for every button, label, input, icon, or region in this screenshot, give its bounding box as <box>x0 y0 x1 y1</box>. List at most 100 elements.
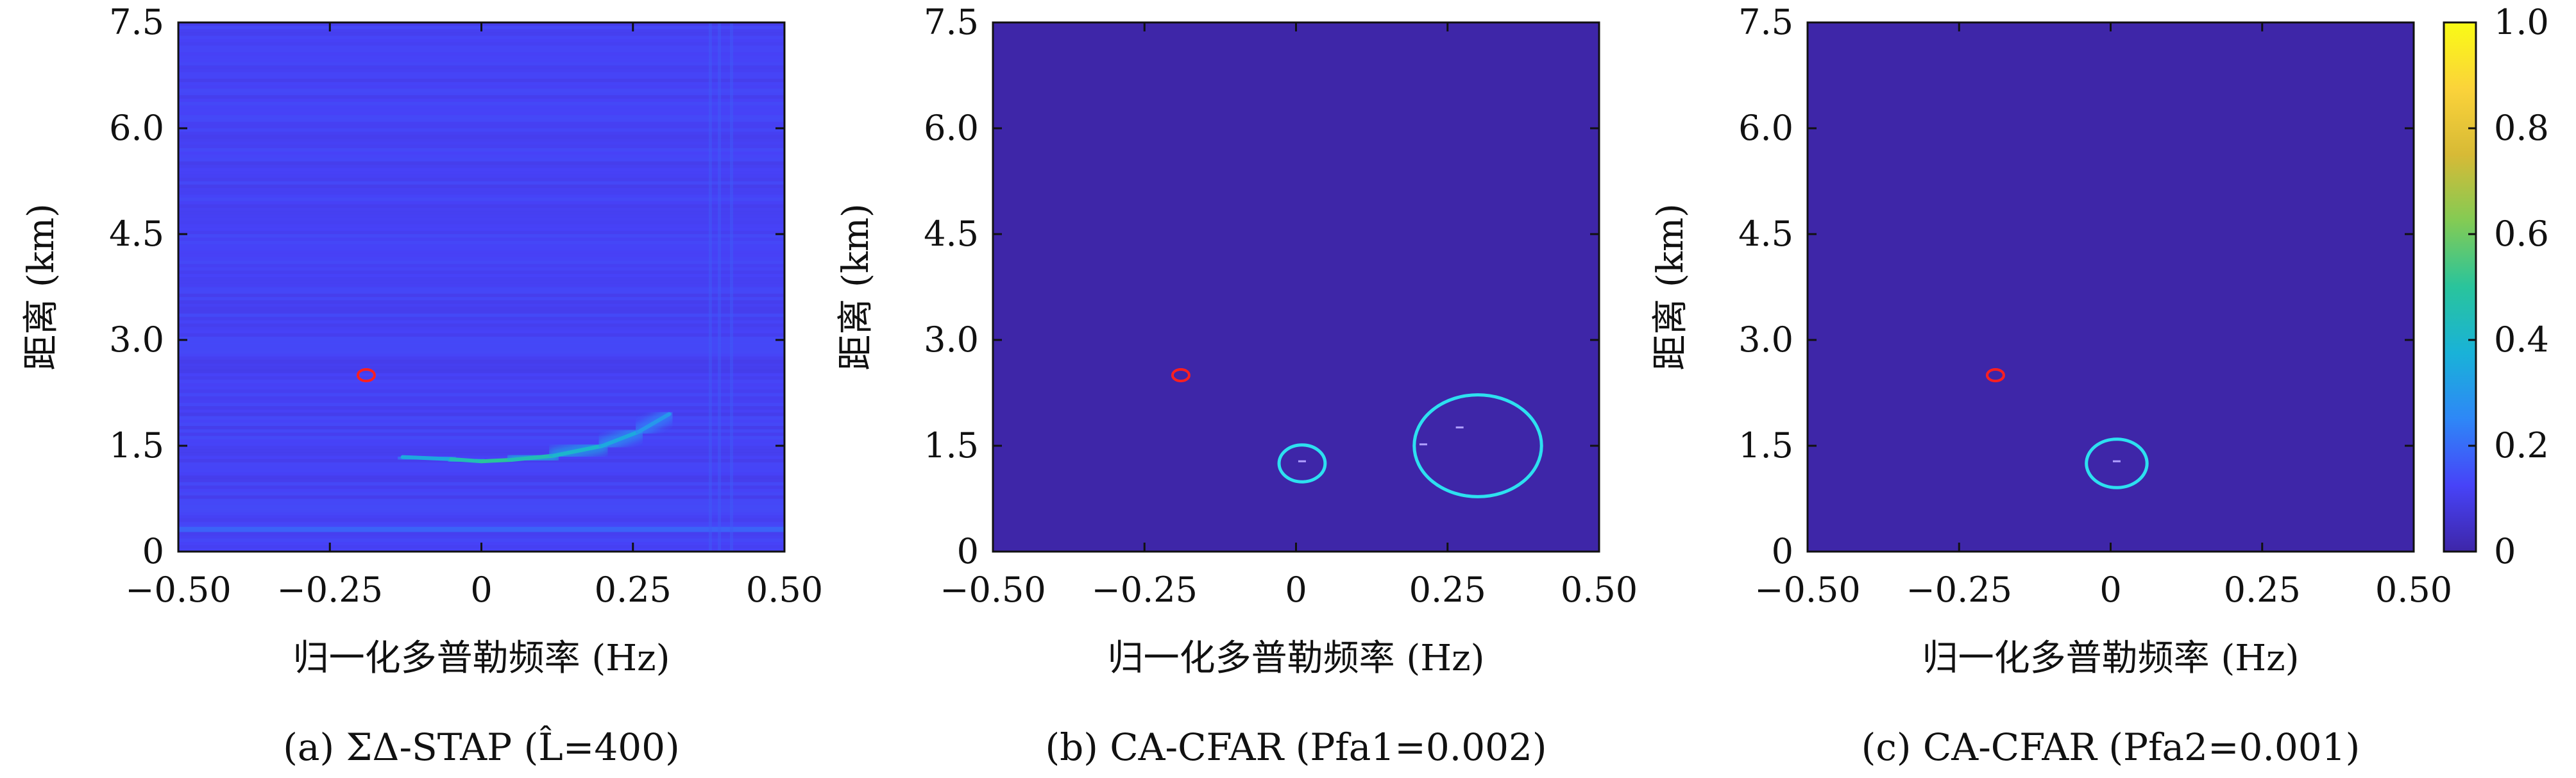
range-stripe <box>178 498 784 503</box>
range-stripe <box>178 247 784 251</box>
range-stripe <box>178 356 784 360</box>
panel-caption: (a) ΣΔ-STAP (L̂=400) <box>283 725 679 769</box>
x-tick-label: −0.25 <box>1092 570 1198 610</box>
range-stripe <box>178 283 784 288</box>
near-range-band <box>178 527 784 532</box>
range-stripe <box>178 244 784 248</box>
panel-c: −0.50 −0.25 0 0.25 0.50 0 1.5 3.0 4.5 6.0 7.5 归一化… <box>1650 2 2452 769</box>
range-stripe <box>178 336 784 341</box>
range-stripe <box>178 105 784 109</box>
range-stripe <box>178 383 784 387</box>
range-stripe <box>178 330 784 334</box>
range-stripe <box>178 313 784 317</box>
range-stripe <box>178 253 784 258</box>
range-stripe <box>178 323 784 327</box>
range-stripe <box>178 85 784 89</box>
range-stripe <box>178 409 784 414</box>
range-stripe <box>178 155 784 159</box>
heatmap-plot-area <box>1808 22 2414 552</box>
range-stripe <box>178 98 784 103</box>
range-stripe <box>178 363 784 367</box>
range-stripe <box>178 326 784 331</box>
colorbar-tick-label: 0.8 <box>2494 108 2549 148</box>
y-tick-label: 3.0 <box>1738 319 1793 360</box>
y-tick-label: 6.0 <box>1738 108 1793 148</box>
y-tick-label: 7.5 <box>924 2 979 42</box>
range-stripe <box>178 161 784 165</box>
range-stripe <box>178 340 784 344</box>
range-stripe <box>178 273 784 278</box>
range-stripe <box>178 131 784 135</box>
range-stripe <box>178 402 784 407</box>
range-stripe <box>178 101 784 106</box>
range-stripe <box>178 260 784 265</box>
x-axis-label: 归一化多普勒频率 (Hz) <box>293 638 670 679</box>
range-stripe <box>178 35 784 40</box>
y-tick-label: 7.5 <box>1738 2 1793 42</box>
range-stripe <box>178 495 784 500</box>
range-stripe <box>178 353 784 357</box>
x-tick-label: −0.50 <box>125 570 231 610</box>
range-stripe <box>178 346 784 351</box>
range-stripe <box>178 184 784 189</box>
range-stripe <box>178 492 784 496</box>
range-stripe <box>178 201 784 205</box>
range-stripe <box>178 128 784 132</box>
y-tick-label: 6.0 <box>109 108 164 148</box>
range-stripe <box>178 224 784 228</box>
detection-circle <box>2085 437 2149 489</box>
range-stripe <box>178 217 784 221</box>
y-tick-label: 3.0 <box>924 319 979 360</box>
y-tick-label: 3.0 <box>109 319 164 360</box>
range-stripe <box>178 532 784 536</box>
y-tick-label: 0 <box>142 531 164 571</box>
range-stripe <box>178 416 784 420</box>
range-stripe <box>178 386 784 390</box>
range-stripe <box>178 190 784 195</box>
range-stripe <box>178 446 784 450</box>
range-stripe <box>178 287 784 291</box>
colorbar-tick-label: 0.4 <box>2494 319 2549 360</box>
range-stripe <box>178 151 784 155</box>
markers <box>1171 368 1543 498</box>
range-stripe <box>178 412 784 417</box>
range-stripe <box>178 343 784 347</box>
range-stripe <box>178 399 784 403</box>
target-marker <box>1171 368 1191 382</box>
range-stripes <box>178 22 784 552</box>
range-stripe <box>178 310 784 314</box>
range-stripe <box>178 406 784 410</box>
range-stripe <box>178 72 784 76</box>
range-stripe <box>178 174 784 178</box>
colorbar-gradient <box>2443 21 2477 553</box>
range-stripe <box>178 442 784 446</box>
range-stripe <box>178 158 784 162</box>
range-stripe <box>178 38 784 43</box>
y-tick-label: 4.5 <box>924 214 979 254</box>
range-stripe <box>178 42 784 46</box>
range-stripe <box>178 320 784 324</box>
range-stripe <box>178 436 784 440</box>
range-stripe <box>178 303 784 308</box>
y-tick-label: 1.5 <box>1738 425 1793 466</box>
range-stripe <box>178 141 784 146</box>
x-tick-label: 0.25 <box>595 570 672 610</box>
range-stripe <box>178 58 784 63</box>
x-tick-label: 0 <box>2099 570 2121 610</box>
range-stripe <box>178 512 784 516</box>
colorbar-tick-label: 0.6 <box>2494 214 2549 254</box>
range-stripe <box>178 535 784 539</box>
range-stripe <box>178 55 784 60</box>
range-stripe <box>178 124 784 129</box>
colorbar-ticks: 0 0.2 0.4 0.6 0.8 1.0 <box>2468 2 2549 571</box>
range-stripe <box>178 234 784 238</box>
range-stripe <box>178 505 784 509</box>
x-tick-label: −0.50 <box>1754 570 1860 610</box>
x-ticks: −0.50 −0.25 0 0.25 0.50 <box>940 22 1638 610</box>
range-stripe <box>178 482 784 486</box>
range-stripe <box>178 538 784 543</box>
x-ticks: −0.50 −0.25 0 0.25 0.50 <box>1754 22 2452 610</box>
range-stripe <box>178 32 784 37</box>
y-tick-label: 6.0 <box>924 108 979 148</box>
